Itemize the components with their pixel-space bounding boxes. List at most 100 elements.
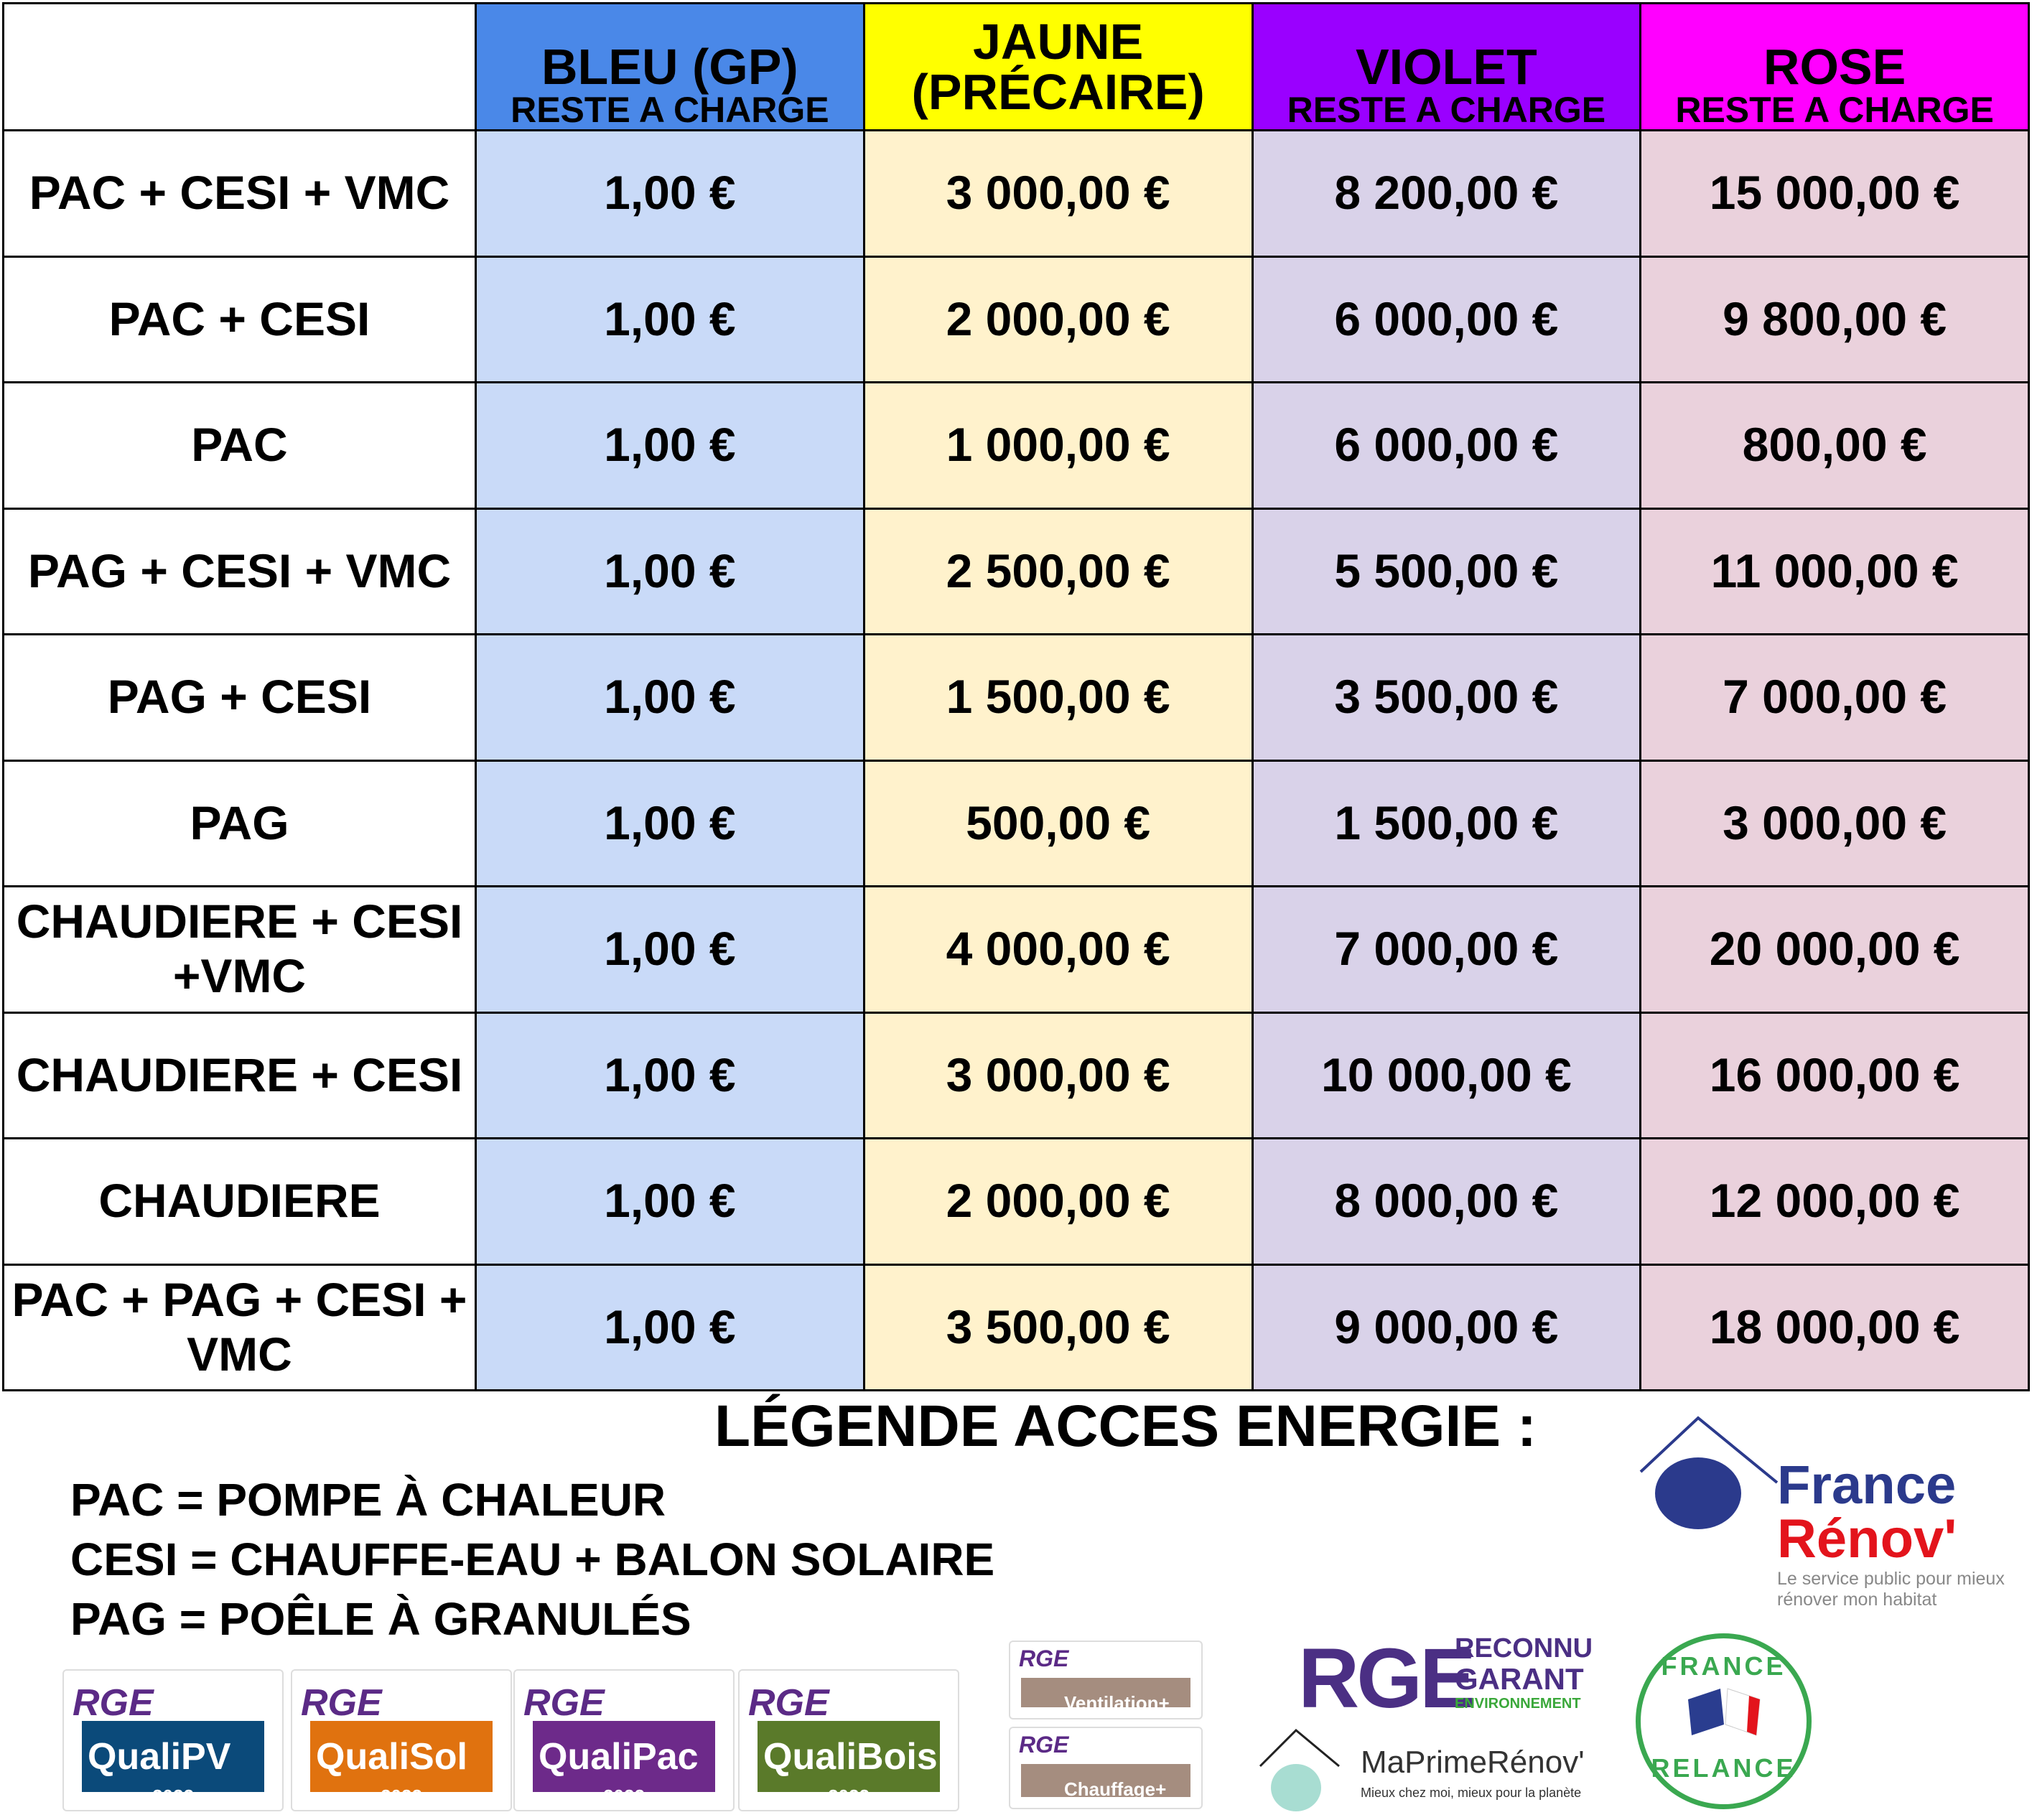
price-cell: 3 500,00 € (1251, 633, 1642, 762)
header-subtitle: RESTE A CHARGE (1675, 90, 1994, 130)
row-label: CHAUDIERE + CESI (2, 1011, 477, 1139)
quali-name: QualiPV (88, 1736, 231, 1778)
price-cell: 8 000,00 € (1251, 1137, 1642, 1266)
header-jaune: JAUNE (PRÉCAIRE) (862, 2, 1254, 131)
price-cell: 15 000,00 € (1639, 129, 2030, 258)
badge-name: Ventilation+ (1064, 1692, 1170, 1714)
chauffage-logo: RGE Chauffage+ 2022 (1009, 1727, 1203, 1809)
france-renov-line2: Rénov' (1777, 1508, 1957, 1569)
table-row: PAC + CESI + VMC 1,00 €3 000,00 €8 200,00… (2, 129, 2030, 258)
quali-logo: RGE QualiSol 2022 (291, 1669, 512, 1811)
price-cell: 1,00 € (475, 1137, 865, 1266)
table-row: PAC + PAG + CESI + VMC 1,00 €3 500,00 €9 … (2, 1263, 2030, 1391)
price-cell: 2 000,00 € (862, 1137, 1254, 1266)
price-cell: 12 000,00 € (1639, 1137, 2030, 1266)
maprimerenov-house-icon (1259, 1728, 1340, 1811)
quali-badge: QualiPac 2022 (533, 1721, 715, 1807)
price-cell: 2 000,00 € (862, 255, 1254, 383)
rge-text: RGE (523, 1682, 605, 1724)
price-cell: 2 500,00 € (862, 507, 1254, 635)
price-cell: 7 000,00 € (1639, 633, 2030, 762)
price-cell: 1,00 € (475, 1011, 865, 1139)
price-cell: 6 000,00 € (1251, 255, 1642, 383)
quali-name: QualiPac (539, 1736, 699, 1778)
france-renov-line1: France (1777, 1455, 1957, 1516)
header-row: BLEU (GP) RESTE A CHARGE JAUNE (PRÉCAIRE) … (2, 2, 2030, 131)
relance-top: FRANCE (1661, 1651, 1786, 1681)
legend-line: PAG = POÊLE À GRANULÉS (70, 1593, 691, 1645)
rge-text: RGE (1019, 1646, 1069, 1671)
row-label: PAG (2, 759, 477, 887)
price-cell: 3 000,00 € (862, 1011, 1254, 1139)
row-label: PAC + PAG + CESI + VMC (2, 1263, 477, 1391)
price-cell: 1,00 € (475, 507, 865, 635)
price-cell: 1,00 € (475, 129, 865, 258)
quali-logo: RGE QualiPac 2022 (513, 1669, 735, 1811)
quali-logo: RGE QualiBois 2022 (738, 1669, 959, 1811)
header-title: BLEU (GP) (541, 39, 798, 95)
row-label: CHAUDIERE (2, 1137, 477, 1266)
price-cell: 9 000,00 € (1251, 1263, 1642, 1391)
table-row: CHAUDIERE + CESI +VMC 1,00 €4 000,00 €7 0… (2, 885, 2030, 1014)
price-cell: 4 000,00 € (862, 885, 1254, 1014)
row-label: CHAUDIERE + CESI +VMC (2, 885, 477, 1014)
rge-text: RGE (73, 1682, 154, 1724)
price-cell: 3 500,00 € (862, 1263, 1254, 1391)
price-table: BLEU (GP) RESTE A CHARGE JAUNE (PRÉCAIRE) … (2, 2, 2030, 1391)
price-cell: 1,00 € (475, 633, 865, 762)
price-cell: 6 000,00 € (1251, 381, 1642, 510)
row-label: PAG + CESI + VMC (2, 507, 477, 635)
header-subtitle: (PRÉCAIRE) (911, 64, 1205, 120)
france-relance-logo: FRANCE RELANCE (1636, 1633, 1812, 1809)
header-bleu: BLEU (GP) RESTE A CHARGE (475, 2, 865, 131)
table-row: PAC 1,00 €1 000,00 €6 000,00 €800,00 € (2, 381, 2030, 510)
header-rose: ROSE RESTE A CHARGE (1639, 2, 2030, 131)
quali-year: 2022 (603, 1786, 645, 1807)
header-subtitle: RESTE A CHARGE (1287, 90, 1606, 130)
price-cell: 3 000,00 € (862, 129, 1254, 258)
maprimerenov-tagline: Mieux chez moi, mieux pour la planète (1361, 1786, 1582, 1800)
legend-line: PAC = POMPE À CHALEUR (70, 1474, 666, 1526)
quali-year: 2022 (828, 1786, 870, 1807)
flags-icon (1687, 1688, 1761, 1736)
price-cell: 8 200,00 € (1251, 129, 1642, 258)
row-label: PAC + CESI + VMC (2, 129, 477, 258)
price-cell: 1 500,00 € (862, 633, 1254, 762)
price-cell: 1,00 € (475, 1263, 865, 1391)
france-renov-tagline: Le service public pour mieux rénover mon… (1777, 1569, 2005, 1610)
badge-year: 2022 (1064, 1806, 1093, 1808)
price-cell: 1,00 € (475, 885, 865, 1014)
quali-name: QualiSol (316, 1736, 467, 1778)
table-row: CHAUDIERE 1,00 €2 000,00 €8 000,00 €12 00… (2, 1137, 2030, 1266)
price-cell: 800,00 € (1639, 381, 2030, 510)
header-violet: VIOLET RESTE A CHARGE (1251, 2, 1642, 131)
quali-badge: QualiPV 2022 (82, 1721, 264, 1807)
legend-line: CESI = CHAUFFE-EAU + BALON SOLAIRE (70, 1534, 995, 1585)
quali-year: 2022 (381, 1786, 422, 1807)
price-cell: 3 000,00 € (1639, 759, 2030, 887)
rge-text: RGE (748, 1682, 829, 1724)
header-subtitle: RESTE A CHARGE (511, 90, 829, 130)
row-label: PAG + CESI (2, 633, 477, 762)
legend-title: LÉGENDE ACCES ENERGIE : (714, 1394, 1537, 1459)
price-cell: 1,00 € (475, 381, 865, 510)
price-cell: 1 500,00 € (1251, 759, 1642, 887)
ventilation-logo: RGE Ventilation+ 2022 (1009, 1641, 1203, 1719)
row-label: PAC (2, 381, 477, 510)
price-cell: 7 000,00 € (1251, 885, 1642, 1014)
maprimerenov-logo: MaPrimeRénov' Mieux chez moi, mieux pour… (1257, 1727, 1601, 1813)
price-cell: 16 000,00 € (1639, 1011, 2030, 1139)
price-cell: 9 800,00 € (1639, 255, 2030, 383)
ventilation-badge: Ventilation+ 2022 (1021, 1678, 1190, 1714)
table-row: CHAUDIERE + CESI 1,00 €3 000,00 €10 000,0… (2, 1011, 2030, 1139)
price-cell: 500,00 € (862, 759, 1254, 887)
quali-year: 2022 (152, 1786, 194, 1807)
rge-text: RGE (301, 1682, 382, 1724)
price-cell: 11 000,00 € (1639, 507, 2030, 635)
header-title: ROSE (1763, 39, 1906, 95)
price-cell: 20 000,00 € (1639, 885, 2030, 1014)
table-row: PAG 1,00 €500,00 €1 500,00 €3 000,00 € (2, 759, 2030, 887)
badge-name: Chauffage+ (1064, 1778, 1167, 1800)
rge-l3: ENVIRONNEMENT (1455, 1696, 1581, 1712)
price-cell: 18 000,00 € (1639, 1263, 2030, 1391)
